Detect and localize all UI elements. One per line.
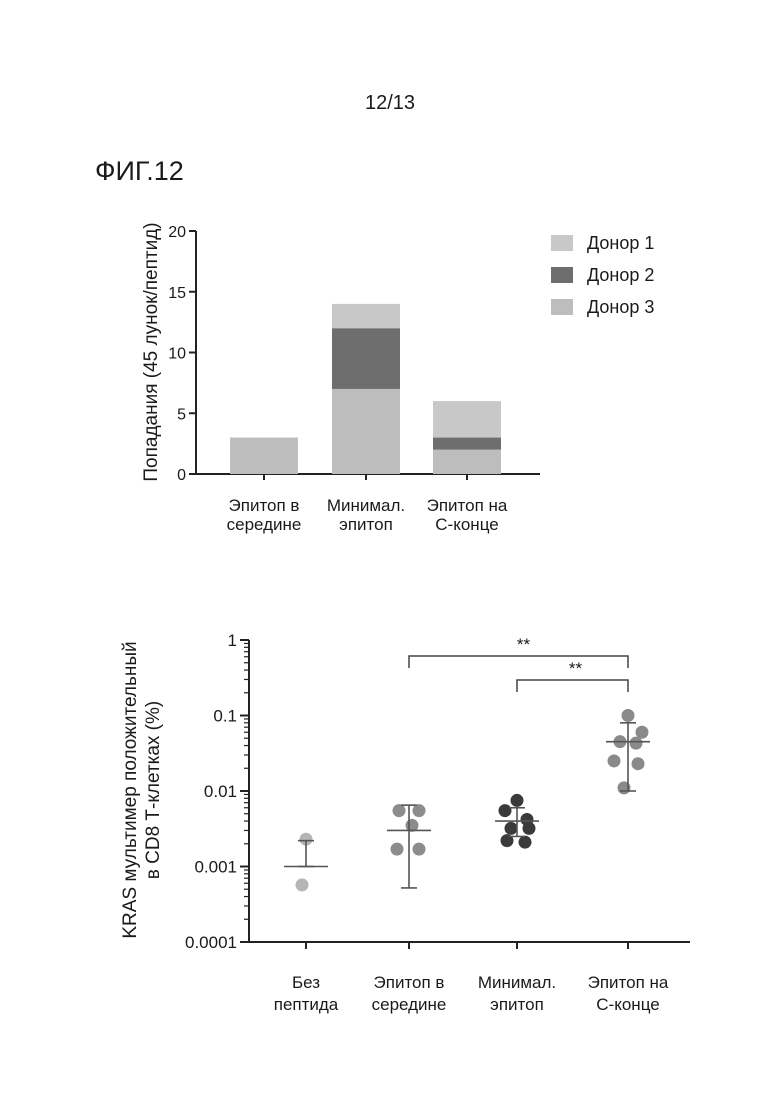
x-tick-label: Эпитоп наС-конце [588, 973, 669, 1014]
data-point [636, 726, 649, 739]
data-point [393, 804, 406, 817]
y-tick-label: 0.01 [204, 782, 237, 801]
significance-bracket [517, 680, 628, 692]
data-point [511, 794, 524, 807]
x-tick-label: Минимал.эпитоп [478, 973, 556, 1014]
significance-bracket [409, 656, 628, 668]
x-tick-label: Эпитоп всередине [372, 973, 447, 1014]
data-point [413, 804, 426, 817]
data-point [622, 709, 635, 722]
data-point [519, 836, 532, 849]
data-point [630, 737, 643, 750]
y-axis-label: KRAS мультимер положительныйв CD8 Т-клет… [120, 641, 164, 938]
significance-label: ** [569, 659, 583, 678]
y-tick-label: 1 [228, 631, 237, 650]
data-point [499, 804, 512, 817]
data-point [413, 843, 426, 856]
y-tick-label: 0.0001 [185, 933, 237, 952]
data-point [632, 757, 645, 770]
data-point [608, 754, 621, 767]
significance-label: ** [517, 635, 531, 654]
log-scatter-chart: 0.0001 0.001 0.01 0.1 1 KRAS мультимер положи… [0, 0, 780, 1103]
x-tick-label: Безпептида [274, 973, 339, 1014]
data-point [523, 822, 536, 835]
data-point [391, 843, 404, 856]
y-tick-label: 0.1 [213, 707, 237, 726]
data-point [296, 878, 309, 891]
y-tick-label: 0.001 [194, 858, 237, 877]
data-point [505, 822, 518, 835]
